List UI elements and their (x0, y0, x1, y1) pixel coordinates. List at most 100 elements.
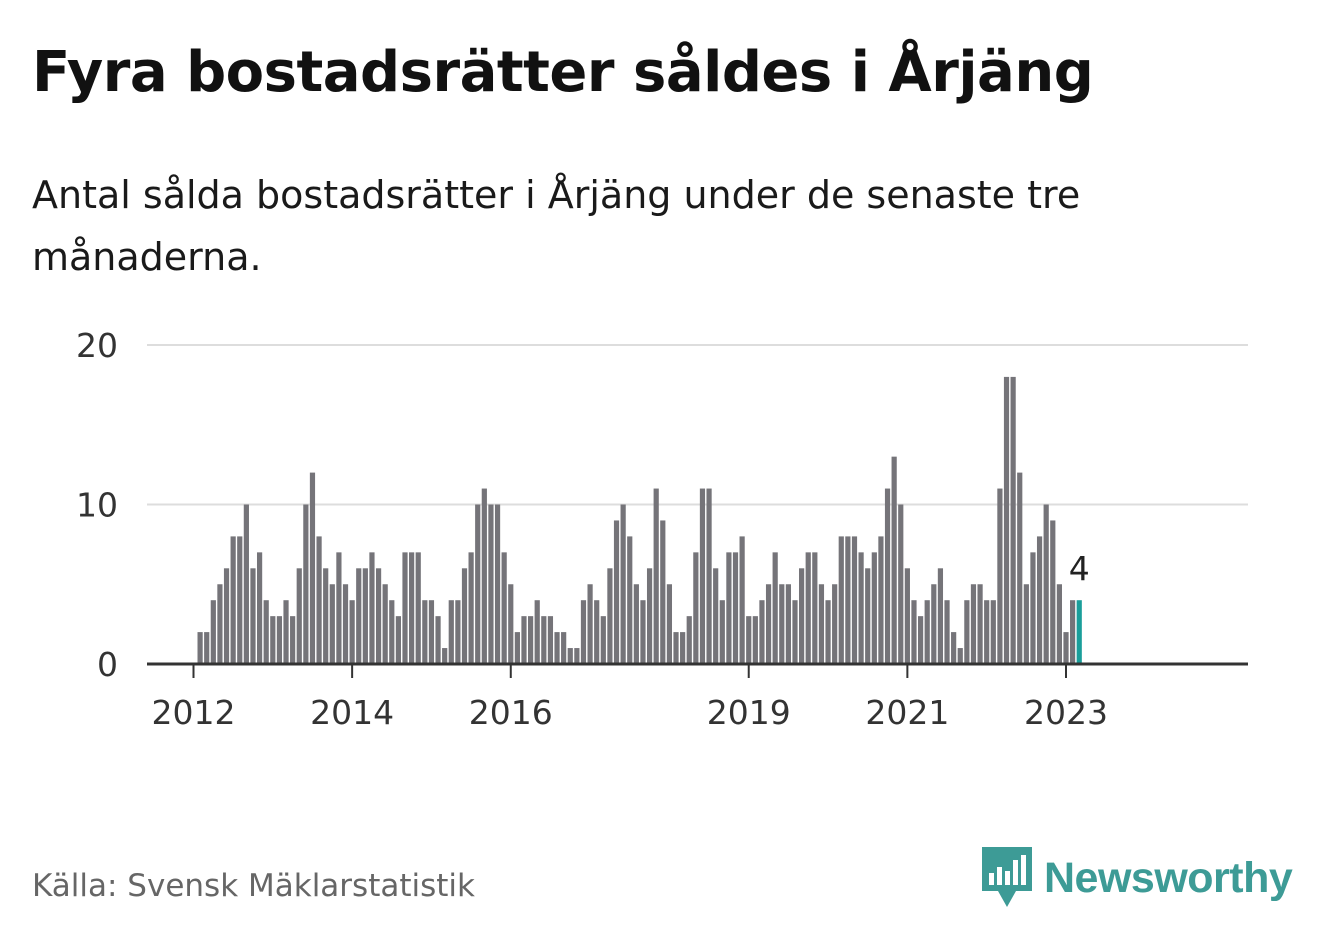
bar (342, 584, 349, 664)
bar (1030, 552, 1036, 664)
bar (415, 552, 421, 664)
bar (693, 552, 699, 664)
bar (792, 600, 798, 664)
bar (197, 632, 203, 664)
bar (739, 536, 745, 664)
bar (607, 568, 613, 664)
bar (951, 632, 957, 664)
bar (1023, 584, 1029, 664)
bar (673, 632, 679, 664)
bar (501, 552, 507, 664)
bar (825, 600, 831, 664)
bar (309, 472, 316, 664)
bar (917, 616, 924, 664)
y-tick-label: 0 (97, 645, 118, 684)
bar (660, 520, 666, 664)
bar (395, 616, 401, 664)
bar (620, 504, 626, 664)
bar (488, 504, 494, 664)
bar (270, 616, 276, 664)
bar (389, 600, 395, 664)
bar (362, 568, 368, 664)
bar (759, 600, 765, 664)
x-tick-label: 2021 (865, 693, 949, 732)
bar (799, 568, 805, 664)
bar (884, 488, 891, 664)
bar (369, 552, 375, 664)
bar (356, 568, 362, 664)
bar (1070, 600, 1076, 664)
bar (713, 568, 719, 664)
x-tick-label: 2016 (469, 693, 553, 732)
bar (891, 456, 897, 664)
bar (997, 488, 1003, 664)
source-note: Källa: Svensk Mäklarstatistik (32, 868, 475, 904)
bar (805, 552, 811, 664)
bar (567, 648, 573, 664)
bar (521, 616, 527, 664)
bar (435, 616, 441, 664)
bar (871, 552, 877, 664)
bar (587, 584, 593, 664)
bar (732, 552, 739, 664)
bar (323, 568, 329, 664)
bar (613, 520, 620, 664)
bar (706, 488, 712, 664)
bar (785, 584, 791, 664)
bar (263, 600, 269, 664)
bar (878, 536, 884, 664)
bar-chart: 0 10 20 2012 2014 2016 2019 2021 2023 4 (76, 326, 1248, 732)
bar (984, 600, 990, 664)
bar (911, 600, 917, 664)
bar (779, 584, 785, 664)
x-tick-label: 2019 (707, 693, 791, 732)
bar (832, 584, 838, 664)
bar (276, 616, 283, 664)
bar (336, 552, 342, 664)
bar (898, 504, 904, 664)
bar (428, 600, 435, 664)
bar (818, 584, 825, 664)
bar (1043, 504, 1049, 664)
newsworthy-logo: Newsworthy (982, 847, 1293, 908)
bar (646, 568, 653, 664)
bar (303, 504, 309, 664)
bar (468, 552, 474, 664)
bar (561, 632, 567, 664)
bar (1003, 376, 1010, 664)
x-tick-label: 2012 (151, 693, 235, 732)
bar (924, 600, 930, 664)
bar (957, 648, 963, 664)
bar (230, 536, 236, 664)
bar (812, 552, 818, 664)
bar (726, 552, 732, 664)
bar (290, 616, 296, 664)
y-tick-label: 10 (76, 486, 118, 525)
bar (845, 536, 851, 664)
bar (554, 632, 560, 664)
bar (1050, 520, 1056, 664)
bar (858, 552, 864, 664)
bar (653, 488, 659, 664)
bar (937, 568, 944, 664)
bar (461, 568, 468, 664)
bar (904, 568, 910, 664)
bar (481, 488, 487, 664)
bar (851, 536, 858, 664)
bar (547, 616, 554, 664)
bar (600, 616, 606, 664)
bar (514, 632, 520, 664)
bar (204, 632, 210, 664)
x-tick-label: 2014 (310, 693, 394, 732)
bar (316, 536, 322, 664)
bar (580, 600, 587, 664)
bar (865, 568, 871, 664)
bar (931, 584, 937, 664)
x-tick-label: 2023 (1024, 693, 1108, 732)
bar-latest (1076, 600, 1082, 664)
chart-title: Fyra bostadsrätter såldes i Årjäng (32, 40, 1094, 105)
bar (223, 568, 230, 664)
bar (296, 568, 302, 664)
bar (541, 616, 547, 664)
bar (210, 600, 216, 664)
